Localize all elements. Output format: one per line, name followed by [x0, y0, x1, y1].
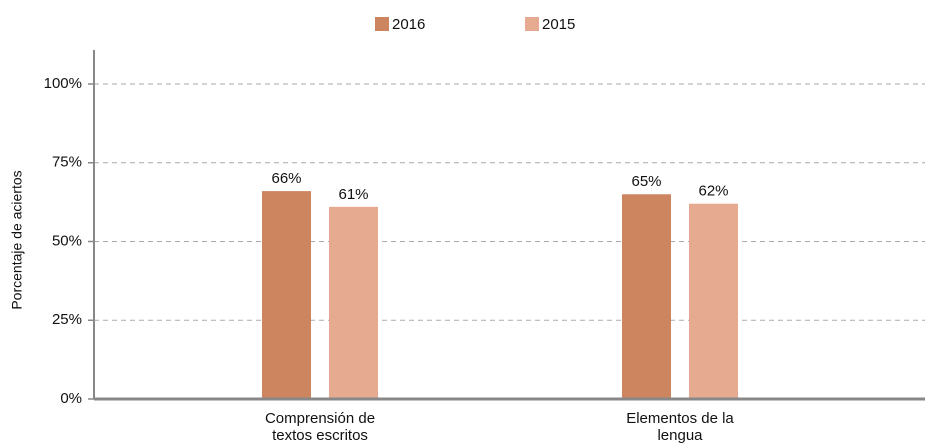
- bar: [689, 203, 738, 399]
- legend-label: 2016: [392, 16, 425, 33]
- y-tick-label: 25%: [52, 311, 82, 328]
- bar: [262, 191, 311, 399]
- legend-label: 2015: [542, 16, 575, 33]
- y-axis-label: Porcentaje de aciertos: [9, 170, 25, 309]
- x-tick-label: Elementos de la lengua: [626, 410, 734, 444]
- y-tick-label: 100%: [44, 75, 82, 92]
- data-label: 66%: [271, 170, 301, 187]
- bar: [622, 194, 671, 399]
- y-tick-label: 75%: [52, 154, 82, 171]
- data-label: 61%: [338, 186, 368, 203]
- x-tick-label: Comprensión de textos escritos: [264, 410, 376, 444]
- legend-swatch: [525, 17, 539, 31]
- legend-swatch: [375, 17, 389, 31]
- data-label: 65%: [631, 173, 661, 190]
- data-label: 62%: [698, 183, 728, 200]
- y-tick-label: 0%: [60, 390, 82, 407]
- bar: [329, 206, 378, 399]
- y-tick-label: 50%: [52, 232, 82, 249]
